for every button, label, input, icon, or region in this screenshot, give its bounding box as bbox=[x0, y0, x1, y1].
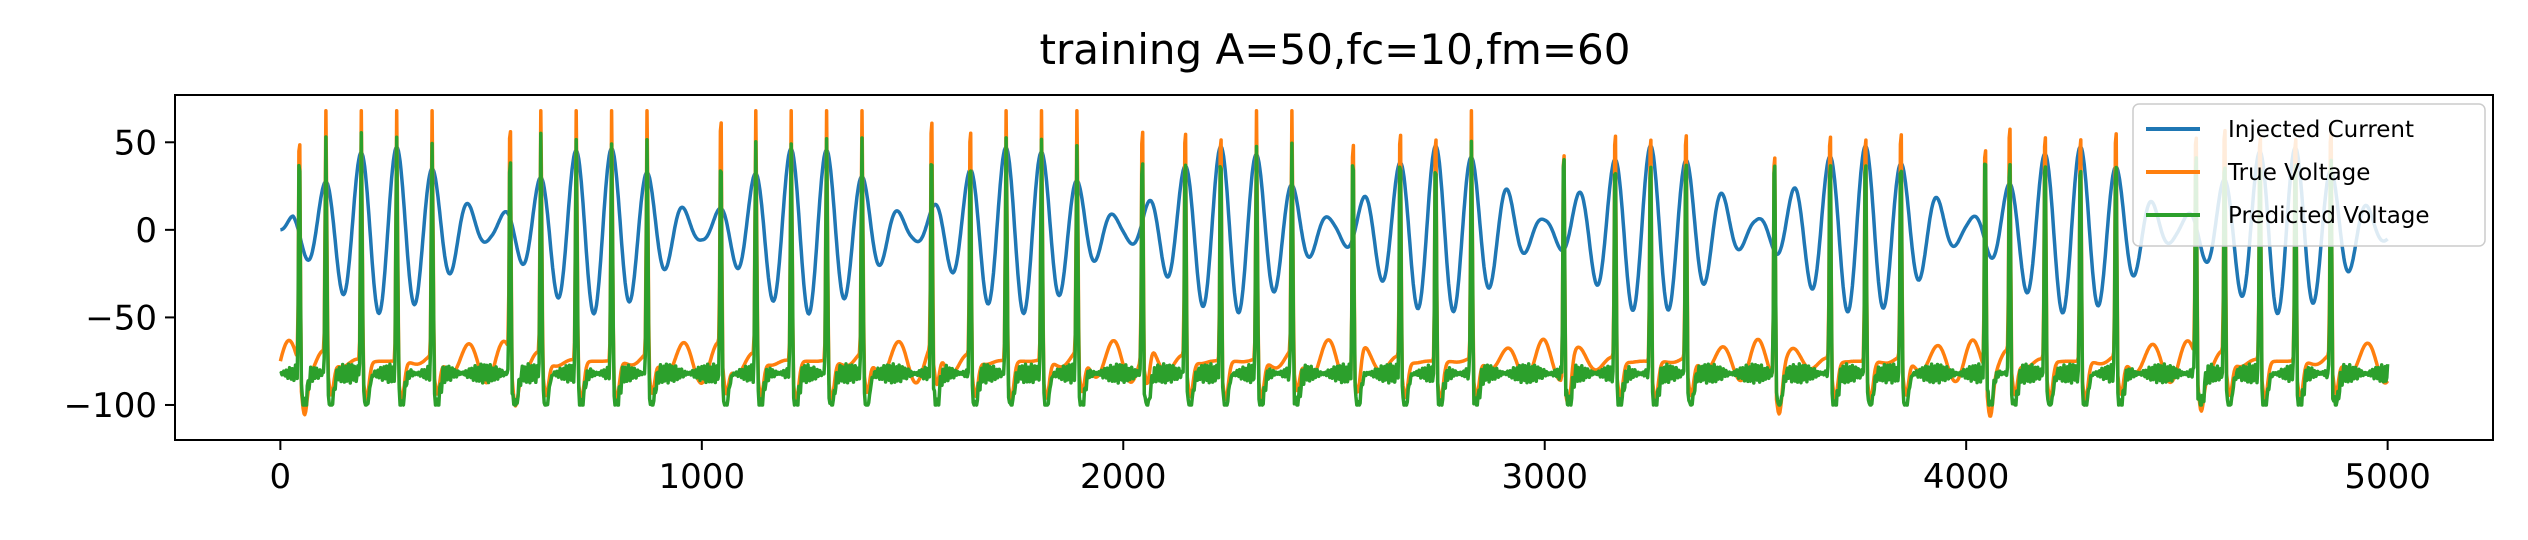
x-tick-label: 1000 bbox=[659, 457, 746, 497]
y-tick-label: −100 bbox=[64, 386, 157, 426]
series-line-injected-current bbox=[279, 144, 2389, 316]
legend: Injected Current True Voltage Predicted … bbox=[2132, 103, 2486, 247]
x-tick-label: 5000 bbox=[2344, 457, 2431, 497]
series-layer bbox=[278, 109, 2390, 418]
series-line-predicted-voltage bbox=[279, 131, 2390, 407]
legend-box bbox=[2132, 103, 2486, 247]
x-tick-label: 3000 bbox=[1501, 457, 1588, 497]
x-tick-label: 2000 bbox=[1080, 457, 1167, 497]
x-axis: 0 1000 2000 3000 4000 5000 bbox=[270, 440, 2431, 497]
y-axis: 50 0 −50 −100 bbox=[64, 123, 175, 426]
chart-title: training A=50,fc=10,fm=60 bbox=[1040, 25, 1631, 74]
series-line-true-voltage bbox=[278, 109, 2390, 418]
legend-label-true-voltage: True Voltage bbox=[2227, 160, 2370, 186]
y-tick-label: 50 bbox=[114, 123, 157, 163]
x-tick-label: 0 bbox=[270, 457, 292, 497]
y-tick-label: 0 bbox=[135, 211, 157, 251]
legend-label-predicted-voltage: Predicted Voltage bbox=[2228, 203, 2430, 229]
plot-frame bbox=[174, 94, 2494, 441]
x-tick-label: 4000 bbox=[1923, 457, 2010, 497]
legend-label-injected-current: Injected Current bbox=[2228, 117, 2414, 143]
y-tick-label: −50 bbox=[85, 298, 157, 338]
